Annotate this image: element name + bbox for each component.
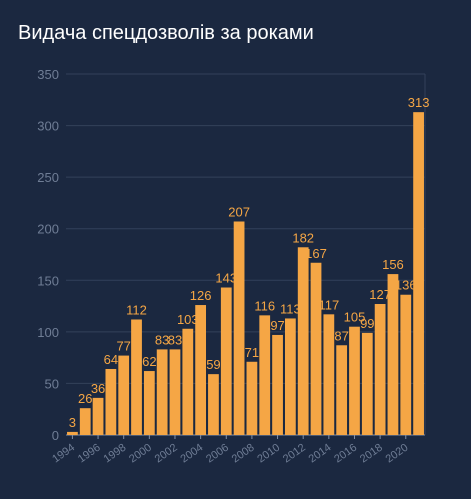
y-tick-label: 150 <box>37 273 59 288</box>
data-label: 97 <box>270 318 284 333</box>
bar[interactable] <box>246 361 258 435</box>
bar[interactable] <box>67 431 78 435</box>
bar[interactable] <box>131 319 142 435</box>
data-label: 117 <box>318 297 339 312</box>
bar[interactable] <box>156 349 168 435</box>
data-label: 116 <box>254 298 275 313</box>
data-label: 126 <box>190 288 212 303</box>
bar[interactable] <box>361 332 373 435</box>
x-tick-label: 2020 <box>384 442 411 466</box>
data-label: 143 <box>215 271 237 286</box>
x-tick-label: 1996 <box>76 442 103 466</box>
x-tick-label: 2012 <box>281 442 308 466</box>
bar[interactable] <box>79 408 91 435</box>
data-label: 156 <box>382 257 404 272</box>
y-tick-label: 50 <box>45 376 59 391</box>
bar[interactable] <box>297 247 309 435</box>
bar[interactable] <box>105 368 117 435</box>
y-tick-label: 200 <box>37 222 59 237</box>
data-label: 113 <box>280 301 301 316</box>
y-tick-label: 300 <box>37 119 59 134</box>
bar[interactable] <box>323 314 335 435</box>
data-label: 87 <box>334 328 348 343</box>
x-tick-label: 1998 <box>101 442 128 466</box>
data-label: 36 <box>91 381 105 396</box>
x-tick-label: 2004 <box>178 442 205 466</box>
y-tick-label: 0 <box>52 428 59 443</box>
bar[interactable] <box>336 345 348 435</box>
x-tick-label: 2002 <box>153 442 180 466</box>
data-label: 77 <box>116 339 130 354</box>
data-label: 127 <box>369 287 391 302</box>
x-tick-label: 2008 <box>230 442 257 466</box>
bar[interactable] <box>195 305 207 435</box>
x-tick-label: 2014 <box>307 442 334 466</box>
bar[interactable] <box>118 355 130 435</box>
data-label: 71 <box>245 345 259 360</box>
data-label: 105 <box>344 310 366 325</box>
y-tick-label: 350 <box>37 67 59 82</box>
y-tick-label: 250 <box>37 170 59 185</box>
bar[interactable] <box>233 221 245 435</box>
x-tick-label: 1994 <box>50 442 77 466</box>
data-label: 59 <box>206 357 220 372</box>
data-label: 136 <box>395 278 417 293</box>
data-label: 64 <box>104 352 118 367</box>
x-tick-label: 2016 <box>332 442 359 466</box>
bar[interactable] <box>349 326 360 435</box>
data-label: 313 <box>408 95 430 110</box>
x-tick-label: 2018 <box>358 442 385 466</box>
bar[interactable] <box>208 374 219 435</box>
x-tick-label: 2010 <box>255 442 282 466</box>
data-label: 167 <box>305 246 327 261</box>
data-label: 207 <box>228 204 250 219</box>
data-label: 26 <box>78 391 92 406</box>
bar[interactable] <box>259 315 271 435</box>
x-tick-label: 2000 <box>127 442 154 466</box>
data-label: 83 <box>168 332 182 347</box>
bar[interactable] <box>413 112 424 436</box>
data-label: 99 <box>360 316 374 331</box>
bar[interactable] <box>92 397 104 435</box>
bar[interactable] <box>400 294 412 435</box>
bar[interactable] <box>182 328 194 435</box>
chart-title: Видача спецдозволів за роками <box>18 22 314 44</box>
bar[interactable] <box>220 287 232 435</box>
data-label: 103 <box>177 312 199 327</box>
bar[interactable] <box>272 334 283 435</box>
data-label: 3 <box>69 415 76 430</box>
bar[interactable] <box>143 371 155 435</box>
bar[interactable] <box>310 262 322 435</box>
bar[interactable] <box>387 274 399 435</box>
data-label: 83 <box>155 332 169 347</box>
x-tick-label: 2006 <box>204 442 231 466</box>
bar[interactable] <box>284 318 296 435</box>
data-label: 62 <box>142 354 156 369</box>
bar[interactable] <box>169 349 181 435</box>
bar[interactable] <box>374 304 386 435</box>
data-label: 182 <box>292 230 314 245</box>
y-tick-label: 100 <box>37 325 59 340</box>
data-label: 112 <box>126 302 147 317</box>
